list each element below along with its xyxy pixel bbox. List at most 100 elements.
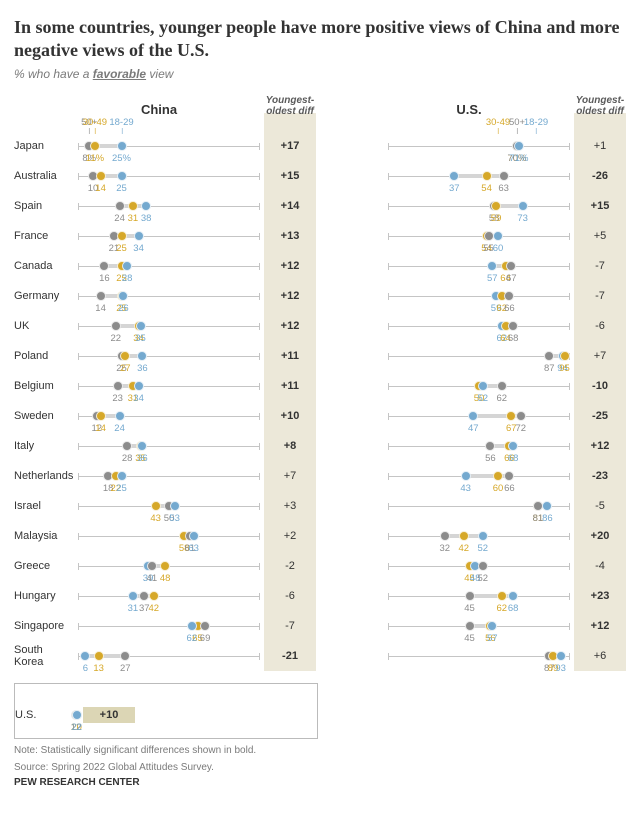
diff-value: +10 xyxy=(264,408,316,424)
dot-track: 122022 xyxy=(75,696,83,734)
data-row: South Korea61327-21 xyxy=(14,641,316,671)
data-row: Australia101425+15 xyxy=(14,161,316,191)
data-row: 545560+5 xyxy=(324,221,626,251)
data-row: 626468-6 xyxy=(324,311,626,341)
diff-value: +5 xyxy=(574,228,626,244)
country-label: Singapore xyxy=(14,620,74,632)
dot-50+ xyxy=(440,531,450,541)
country-label: Canada xyxy=(14,260,74,272)
chart-title: In some countries, younger people have m… xyxy=(14,16,626,61)
dot-18-29 xyxy=(134,231,144,241)
diff-value: -7 xyxy=(574,288,626,304)
dot-track: 585973 xyxy=(384,191,574,221)
data-row: 818186-5 xyxy=(324,491,626,521)
dot-18-29 xyxy=(137,441,147,451)
data-row: UK223435+12 xyxy=(14,311,316,341)
dot-50+ xyxy=(478,561,488,571)
data-row: Singapore656269-7 xyxy=(14,611,316,641)
dot-18-29 xyxy=(122,261,132,271)
dot-18-29 xyxy=(487,621,497,631)
dot-18-29 xyxy=(117,141,127,151)
dot-50+ xyxy=(506,261,516,271)
value-label: 27 xyxy=(120,663,131,674)
dot-18-29 xyxy=(136,321,146,331)
data-row: 566668+12 xyxy=(324,431,626,461)
dot-50+ xyxy=(497,381,507,391)
dot-50+ xyxy=(465,621,475,631)
dot-18-29 xyxy=(189,531,199,541)
data-row: Hungary313742-6 xyxy=(14,581,316,611)
dot-track: 324252 xyxy=(384,521,574,551)
value-label: 93 xyxy=(555,663,566,674)
diff-value: +2 xyxy=(264,528,316,544)
us-row-block: U.S.122022+10 xyxy=(14,683,318,739)
dot-track: 121424 xyxy=(74,401,264,431)
diff-value: +14 xyxy=(264,198,316,214)
dot-50+ xyxy=(200,621,210,631)
data-row: Poland252736+11 xyxy=(14,341,316,371)
data-row: Japan8%11%25%50+30-4918-29+17 xyxy=(14,131,316,161)
dot-18-29 xyxy=(487,261,497,271)
dot-30-49 xyxy=(493,471,503,481)
country-label: U.S. xyxy=(15,709,75,721)
dot-track: 476772 xyxy=(384,401,574,431)
dot-track: 456268 xyxy=(384,581,574,611)
diff-value: -21 xyxy=(264,648,316,664)
dot-30-49 xyxy=(96,171,106,181)
data-row: Canada162528+12 xyxy=(14,251,316,281)
dot-30-49 xyxy=(90,141,100,151)
dot-30-49 xyxy=(506,411,516,421)
dot-30-49 xyxy=(160,561,170,571)
value-label: 22 xyxy=(71,722,82,733)
diff-value: +12 xyxy=(574,438,626,454)
dot-50+ xyxy=(504,471,514,481)
age-legend-50+: 50+ xyxy=(509,117,525,128)
country-label: Greece xyxy=(14,560,74,572)
dot-18-29 xyxy=(170,501,180,511)
dot-50+ xyxy=(96,291,106,301)
diff-value: +6 xyxy=(574,648,626,664)
dot-18-29 xyxy=(115,411,125,421)
country-label: Hungary xyxy=(14,590,74,602)
diff-value: +12 xyxy=(264,258,316,274)
diff-value: -6 xyxy=(574,318,626,334)
diff-value: +12 xyxy=(574,618,626,634)
dot-track: 375463 xyxy=(384,161,574,191)
dot-18-29 xyxy=(137,351,147,361)
diff-value: +7 xyxy=(574,348,626,364)
dot-track: 394148 xyxy=(74,551,264,581)
source: Source: Spring 2022 Global Attitudes Sur… xyxy=(14,762,626,773)
dot-track: 61327 xyxy=(74,641,264,671)
data-row: 585973+15 xyxy=(324,191,626,221)
dot-30-49 xyxy=(459,531,469,541)
dot-18-29 xyxy=(542,501,552,511)
dot-30-49 xyxy=(94,651,104,661)
dot-18-29 xyxy=(449,171,459,181)
data-row: U.S.122022+10 xyxy=(15,696,135,734)
dot-track: 162528 xyxy=(74,251,264,281)
diff-value: -25 xyxy=(574,408,626,424)
dot-track: 878993 xyxy=(384,641,574,671)
data-row: 596266-7 xyxy=(324,281,626,311)
dot-18-29 xyxy=(514,141,524,151)
diff-value: -7 xyxy=(264,618,316,634)
dot-30-49 xyxy=(497,591,507,601)
dot-18-29 xyxy=(468,411,478,421)
dot-30-49 xyxy=(117,231,127,241)
dot-50+ xyxy=(465,591,475,601)
dot-18-29 xyxy=(556,651,566,661)
dot-30-49 xyxy=(96,411,106,421)
diff-value: +12 xyxy=(264,288,316,304)
dot-track: 818186 xyxy=(384,491,574,521)
dot-50+ xyxy=(504,291,514,301)
dot-18-29 xyxy=(134,381,144,391)
dot-track: 252736 xyxy=(74,341,264,371)
dot-track: 313742 xyxy=(74,581,264,611)
dot-50+ xyxy=(113,381,123,391)
dot-track: 101425 xyxy=(74,161,264,191)
dot-track: 576467 xyxy=(384,251,574,281)
data-row: Malaysia586163+2 xyxy=(14,521,316,551)
dot-50+ xyxy=(122,441,132,451)
panel-china: ChinaYoungest-oldest diffJapan8%11%25%50… xyxy=(14,95,316,671)
diff-value: +11 xyxy=(264,348,316,364)
